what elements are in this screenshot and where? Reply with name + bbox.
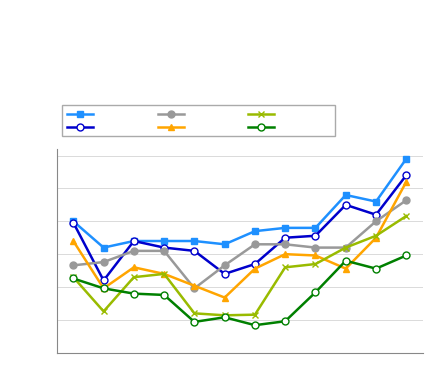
2019年: [313, 262, 318, 267]
2020年: [283, 319, 288, 323]
Line: 2015年: 2015年: [70, 155, 410, 251]
2019年: [161, 272, 167, 276]
2017年: [71, 263, 76, 268]
2016年: [161, 245, 167, 250]
2015年: [404, 156, 409, 161]
2016年: [313, 233, 318, 238]
2015年: [343, 192, 348, 197]
2015年: [131, 239, 136, 243]
2016年: [71, 220, 76, 225]
2015年: [222, 242, 227, 247]
2016年: [101, 278, 106, 283]
2015年: [283, 225, 288, 230]
2018年: [101, 286, 106, 291]
2019年: [192, 311, 197, 316]
2016年: [131, 239, 136, 243]
2019年: [252, 312, 258, 317]
2017年: [343, 245, 348, 250]
2020年: [373, 266, 378, 271]
2018年: [252, 266, 258, 271]
2017年: [283, 242, 288, 247]
2020年: [101, 286, 106, 291]
2016年: [373, 212, 378, 217]
2017年: [404, 198, 409, 203]
2016年: [283, 235, 288, 240]
2020年: [252, 323, 258, 328]
2018年: [71, 239, 76, 243]
2020年: [222, 315, 227, 319]
2015年: [192, 239, 197, 243]
2017年: [101, 260, 106, 265]
2020年: [161, 292, 167, 297]
2019年: [71, 275, 76, 279]
2017年: [192, 286, 197, 291]
Legend: 2015年, 2016年, 2017年, 2018年, 2019年, 2020年: 2015年, 2016年, 2017年, 2018年, 2019年, 2020年: [62, 105, 335, 136]
2018年: [343, 266, 348, 271]
2018年: [404, 180, 409, 184]
2016年: [404, 173, 409, 178]
2017年: [131, 249, 136, 253]
2019年: [404, 214, 409, 218]
2020年: [404, 253, 409, 258]
2015年: [252, 229, 258, 234]
Line: 2016年: 2016年: [70, 172, 410, 284]
2017年: [373, 219, 378, 224]
Line: 2020年: 2020年: [70, 252, 410, 328]
2019年: [343, 245, 348, 250]
2015年: [373, 199, 378, 204]
2020年: [313, 290, 318, 295]
2020年: [131, 291, 136, 296]
2020年: [192, 319, 197, 324]
2016年: [222, 272, 227, 276]
2017年: [313, 245, 318, 250]
2018年: [192, 283, 197, 288]
2016年: [252, 262, 258, 267]
2019年: [373, 233, 378, 238]
2018年: [373, 235, 378, 240]
2018年: [283, 252, 288, 256]
2018年: [131, 265, 136, 270]
2015年: [313, 225, 318, 230]
Line: 2019年: 2019年: [70, 212, 410, 319]
2018年: [161, 272, 167, 276]
2019年: [101, 309, 106, 314]
Line: 2018年: 2018年: [70, 178, 410, 301]
2017年: [222, 263, 227, 268]
2018年: [313, 253, 318, 258]
2015年: [71, 219, 76, 224]
2016年: [192, 249, 197, 253]
2017年: [252, 242, 258, 247]
2015年: [161, 239, 167, 243]
2018年: [222, 295, 227, 300]
2016年: [343, 203, 348, 207]
2019年: [131, 275, 136, 279]
Line: 2017年: 2017年: [70, 197, 410, 292]
2019年: [283, 265, 288, 270]
2017年: [161, 249, 167, 253]
2015年: [101, 245, 106, 250]
2020年: [343, 258, 348, 263]
2019年: [222, 313, 227, 318]
2020年: [71, 276, 76, 281]
